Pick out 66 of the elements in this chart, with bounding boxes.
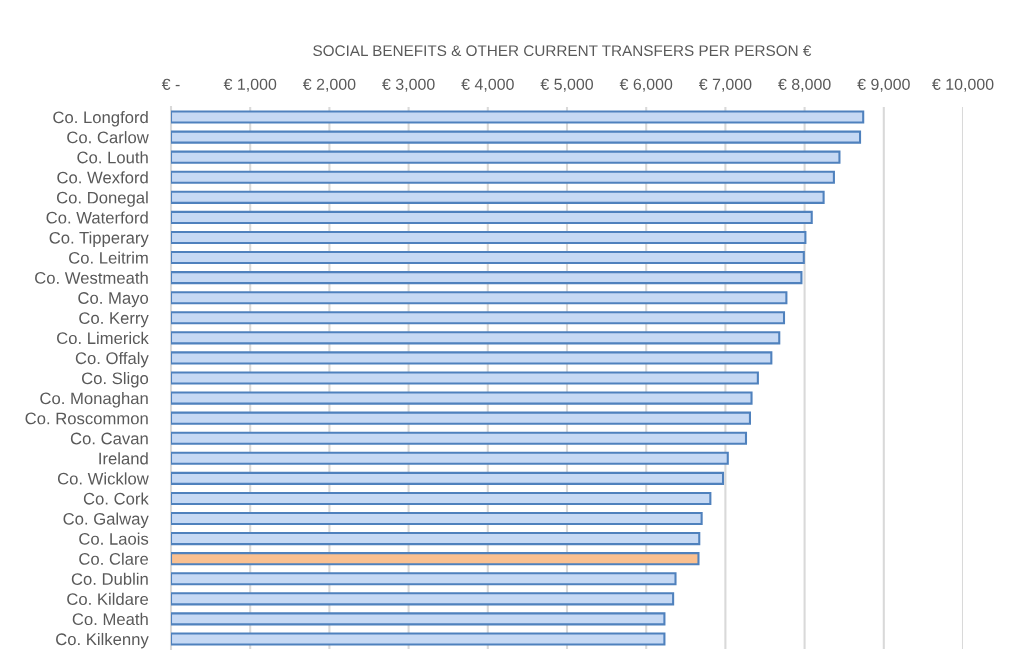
y-tick-label: Co. Sligo: [82, 371, 149, 388]
x-tick-label: € 8,000: [778, 78, 831, 92]
bar: [171, 612, 666, 626]
y-tick-label: Co. Carlow: [67, 131, 149, 144]
bar: [171, 311, 786, 325]
y-tick-label: Co. Waterford: [46, 211, 148, 224]
bar: [171, 210, 813, 224]
bar: [171, 491, 712, 505]
bar: [171, 170, 835, 184]
y-tick-label: Co. Limerick: [57, 331, 149, 345]
bar: [171, 371, 759, 385]
bar: [171, 632, 666, 646]
x-tick-label: € 2,000: [302, 78, 356, 92]
y-tick-label: Co. Kerry: [79, 312, 149, 328]
bar: [171, 391, 753, 405]
y-tick-label: Ireland: [99, 452, 148, 465]
x-tick-label: € 5,000: [540, 78, 594, 92]
bar: [171, 471, 725, 485]
y-tick-label: Co. Dublin: [71, 572, 148, 585]
y-tick-label: Co. Kilkenny: [56, 632, 149, 649]
y-tick-label: Co. Laois: [79, 532, 149, 545]
y-tick-label: Co. Mayo: [78, 292, 149, 308]
y-tick-label: Co. Clare: [79, 552, 149, 565]
y-tick-label: Co. Cork: [83, 492, 149, 505]
x-tick-label: € 3,000: [382, 78, 435, 92]
bar: [171, 411, 751, 425]
x-tick-label: € 10,000: [932, 78, 994, 92]
bar: [171, 331, 781, 345]
y-tick-label: Co. Longford: [53, 111, 148, 127]
bar: [171, 110, 865, 124]
y-tick-label: Co. Kildare: [67, 592, 149, 606]
y-tick-label: Co. Leitrim: [69, 251, 148, 264]
bar: [171, 552, 700, 566]
y-tick-label: Co. Monaghan: [40, 392, 148, 408]
y-tick-label: Co. Roscommon: [25, 412, 148, 425]
x-tick-label: € 6,000: [619, 78, 673, 92]
x-tick-label: € 1,000: [223, 78, 277, 92]
x-tick-label: € 9,000: [857, 78, 910, 92]
y-tick-label: Co. Westmeath: [35, 271, 148, 284]
bar: [171, 271, 803, 285]
y-tick-label: Co. Offaly: [75, 351, 149, 368]
bar: [171, 150, 841, 164]
y-tick-label: Co. Cavan: [70, 432, 148, 445]
bar: [171, 451, 729, 465]
y-tick-label: Co. Wexford: [57, 171, 148, 184]
bar: [171, 351, 773, 365]
chart-title: SOCIAL BENEFITS & OTHER CURRENT TRANSFERS PER PERSON €: [313, 45, 812, 57]
bar: [171, 431, 748, 445]
x-tick-label: € 7,000: [698, 78, 752, 92]
bar: [171, 592, 675, 606]
x-tick-label: € -: [161, 78, 180, 90]
bar: [171, 532, 701, 546]
x-tick-label: € 4,000: [461, 78, 514, 92]
y-tick-label: Co. Louth: [77, 151, 148, 164]
y-tick-label: Co. Wicklow: [57, 472, 149, 485]
bar: [171, 190, 825, 204]
y-tick-label: Co. Tipperary: [49, 231, 149, 247]
bar: [171, 572, 677, 586]
bar: [171, 230, 807, 245]
bar: [171, 511, 703, 526]
y-tick-label: Co. Meath: [72, 612, 148, 626]
bar: [171, 130, 862, 144]
bar: [171, 251, 805, 265]
bar: [171, 291, 788, 305]
y-tick-label: Co. Galway: [63, 512, 149, 529]
y-tick-label: Co. Donegal: [56, 191, 148, 207]
